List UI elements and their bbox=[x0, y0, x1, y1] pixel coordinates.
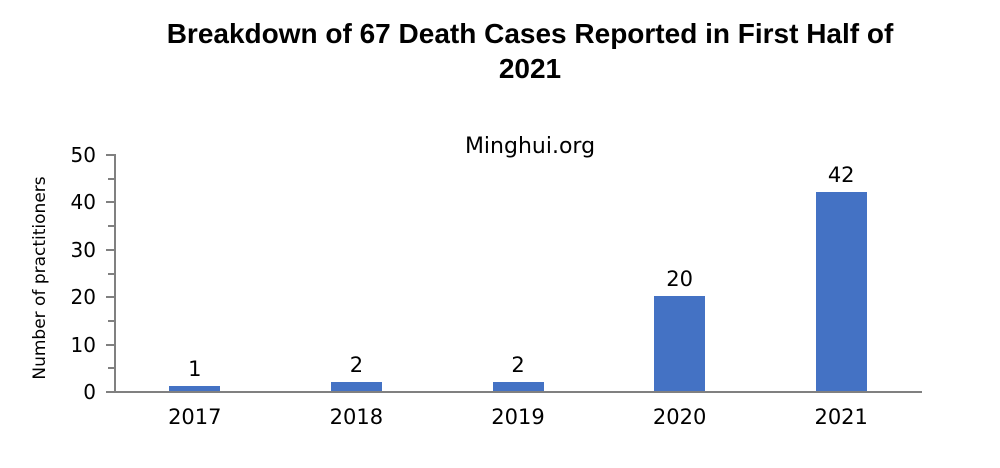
bar-2018 bbox=[330, 381, 382, 391]
bar-value-label: 20 bbox=[666, 267, 693, 292]
x-axis-label: 2019 bbox=[491, 405, 545, 429]
bar-value-label: 1 bbox=[188, 357, 202, 382]
chart-title-line2: 2021 bbox=[498, 53, 562, 84]
bar-value-label: 42 bbox=[827, 162, 855, 187]
bar-value-label: 2 bbox=[511, 352, 525, 377]
x-axis-line bbox=[114, 391, 922, 393]
y-axis-minor-tick bbox=[108, 319, 114, 322]
y-axis-major-tick bbox=[106, 154, 114, 156]
y-axis-tick-label: 30 bbox=[70, 237, 96, 262]
x-axis-label: 2020 bbox=[652, 405, 707, 429]
y-axis-tick-label: 20 bbox=[70, 285, 96, 310]
bar-2017 bbox=[169, 386, 221, 391]
y-axis-minor-tick bbox=[108, 272, 114, 275]
y-axis-tick-label: 40 bbox=[70, 190, 96, 215]
y-axis-major-tick bbox=[106, 201, 114, 204]
y-axis-major-tick bbox=[106, 248, 114, 251]
bar-2021 bbox=[815, 191, 867, 391]
chart-title: Breakdown of 67 Death Cases Reported in … bbox=[105, 16, 955, 86]
chart-title-line1: Breakdown of 67 Death Cases Reported in … bbox=[166, 18, 894, 49]
y-axis-tick-label: 0 bbox=[83, 380, 96, 404]
y-axis-major-tick bbox=[106, 391, 114, 393]
x-axis-label: 2017 bbox=[168, 405, 222, 429]
y-axis-minor-tick bbox=[108, 177, 114, 180]
y-axis-tick-label: 50 bbox=[70, 143, 96, 167]
x-axis-label: 2018 bbox=[329, 405, 384, 429]
x-axis-label: 2021 bbox=[814, 405, 868, 429]
y-axis-major-tick bbox=[106, 343, 114, 346]
y-axis-major-tick bbox=[106, 296, 114, 299]
y-axis-line bbox=[114, 154, 116, 393]
y-axis-minor-tick bbox=[108, 225, 114, 228]
chart-subtitle: Minghui.org bbox=[464, 134, 596, 159]
bar-2020 bbox=[654, 296, 706, 391]
y-axis-minor-tick bbox=[108, 367, 114, 370]
bar-value-label: 2 bbox=[349, 352, 364, 377]
bar-2019 bbox=[492, 381, 544, 391]
y-axis-tick-label: 10 bbox=[70, 332, 96, 357]
